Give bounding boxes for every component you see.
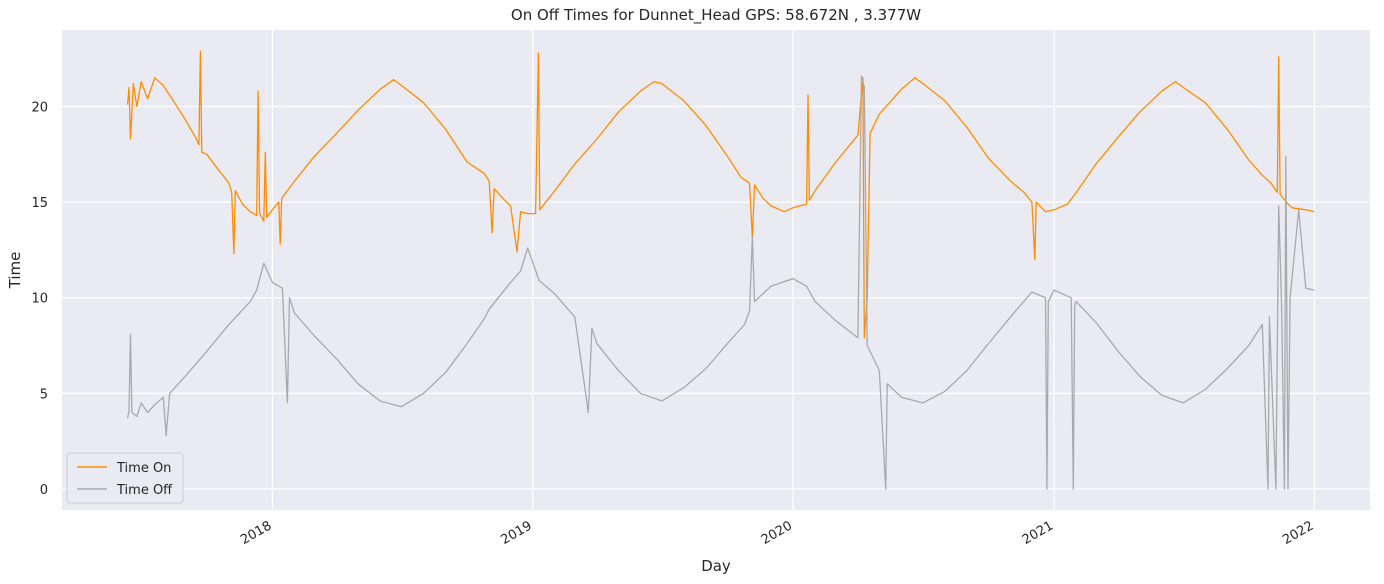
y-axis-title: Time [6,252,24,290]
y-tick-label: 0 [40,483,48,498]
legend-label-time-on: Time On [116,461,171,476]
legend-box [66,452,184,504]
series-lines [126,50,1315,490]
chart-title: On Off Times for Dunnet_Head GPS: 58.672… [511,6,921,25]
x-tick-label: 2019 [499,518,535,548]
legend: Time On Time Off [66,452,184,504]
y-tick-label: 15 [31,196,48,211]
x-tick-label: 2021 [1020,518,1056,548]
x-tick-labels: 2018 2019 2020 2021 2022 [238,518,1316,548]
grid-lines [62,30,1370,510]
series-line-time-off [126,75,1315,490]
x-tick-label: 2018 [238,518,274,548]
x-tick-label: 2020 [759,518,795,548]
legend-label-time-off: Time Off [116,483,173,498]
y-tick-labels: 0 5 10 15 20 [31,100,48,497]
y-tick-label: 20 [31,100,48,115]
series-line-time-on [126,50,1315,339]
y-tick-label: 10 [31,292,48,307]
x-axis-title: Day [701,557,731,575]
y-tick-label: 5 [40,387,48,402]
plot-area [62,30,1370,510]
x-tick-label: 2022 [1280,518,1316,548]
